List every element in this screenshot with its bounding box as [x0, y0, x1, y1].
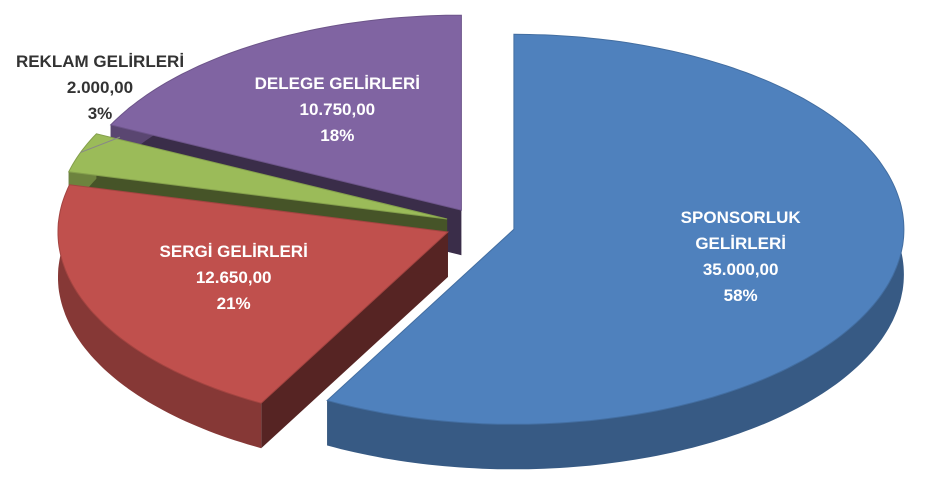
- slice-top: [326, 33, 905, 425]
- slice: [326, 33, 905, 470]
- slice: [57, 184, 450, 449]
- slice-label-line: 3%: [88, 105, 113, 124]
- slice-side: [261, 232, 448, 449]
- slice-label-name: SPONSORLUK GELİRLERİ: [681, 209, 802, 254]
- slice-top: [67, 133, 448, 220]
- slice-label-line: REKLAM GELİRLERİ: [16, 53, 184, 72]
- slice-label-line: SERGİ GELİRLERİ: [160, 243, 308, 262]
- slice-label-line: 21%: [217, 295, 251, 314]
- slice-top: [109, 14, 462, 211]
- slice-label-line: 12.650,00: [196, 269, 272, 288]
- slice-label-line: 18%: [320, 126, 354, 145]
- slice-label-line: GELİRLERİ: [695, 235, 786, 254]
- slice-label-line: 2.000,00: [67, 79, 133, 98]
- slice-label: DELEGE GELİRLERİ 10.750,00 18%: [255, 74, 420, 145]
- slice-top: [57, 184, 450, 404]
- slice-wall: [327, 34, 904, 470]
- slice-label-line: SPONSORLUK: [681, 209, 802, 228]
- slice-label-line: DELEGE GELİRLERİ: [255, 74, 420, 93]
- slice-label-line: 10.750,00: [299, 100, 375, 119]
- slice-label: SPONSORLUK GELİRLERİ 35.000,00 58%: [681, 209, 802, 306]
- slice-wall: [58, 184, 262, 449]
- leader-line: [80, 136, 121, 153]
- slice-label-line: 35.000,00: [703, 261, 779, 280]
- slice-label: SERGİ GELİRLERİ 12.650,00 21%: [160, 243, 308, 314]
- slice-label: REKLAM GELİRLERİ 2.000,00 3%: [16, 53, 184, 124]
- slice-label-line: 58%: [724, 287, 758, 306]
